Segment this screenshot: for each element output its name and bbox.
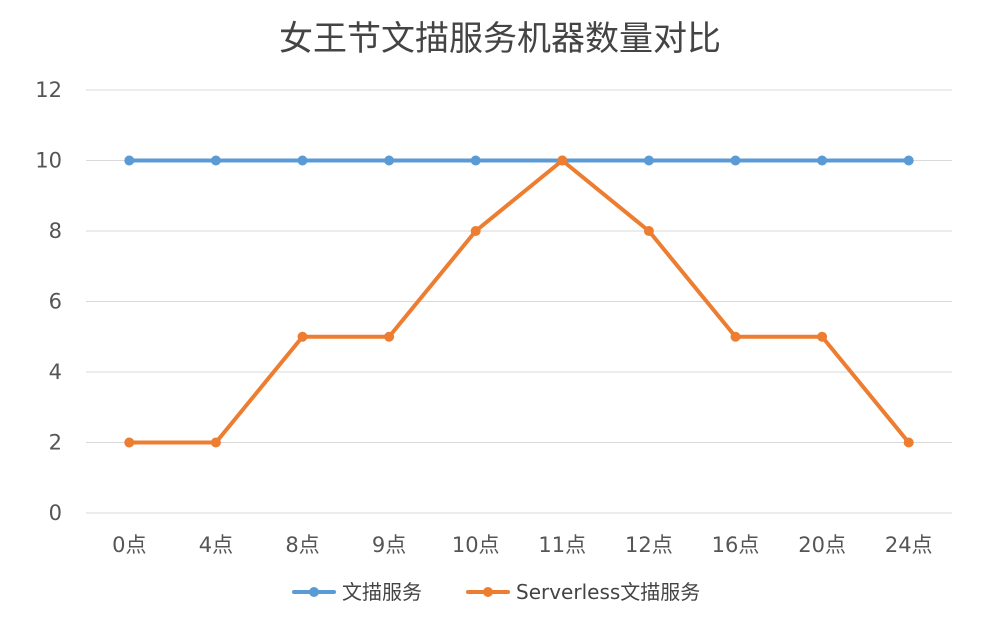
legend-label: 文描服务 [342,580,422,604]
y-tick-label: 12 [35,78,62,102]
data-point-series-2 [384,331,395,342]
y-tick-label: 4 [49,360,62,384]
data-point-series-2 [730,331,741,342]
data-point-series-2 [557,155,568,166]
data-point-series-1 [730,155,741,166]
x-tick-label: 8点 [285,533,319,557]
x-tick-label: 11点 [538,533,586,557]
x-tick-label: 12点 [625,533,673,557]
x-tick-label: 9点 [372,533,406,557]
x-tick-label: 10点 [452,533,500,557]
y-axis-ticks: 0 2 4 6 8 10 12 [35,78,62,525]
data-point-series-1 [470,155,481,166]
data-point-series-1 [643,155,654,166]
x-tick-label: 20点 [798,533,846,557]
legend-swatch-marker [309,587,319,597]
data-point-series-2 [817,331,828,342]
x-tick-label: 16点 [712,533,760,557]
data-point-series-2 [297,331,308,342]
x-tick-label: 24点 [885,533,933,557]
data-point-series-2 [470,226,481,236]
y-tick-label: 2 [49,431,62,455]
y-tick-label: 10 [35,149,62,173]
x-tick-label: 0点 [112,533,146,557]
data-point-series-1 [297,155,308,166]
data-point-series-2 [124,437,135,448]
chart-title: 女王节文描服务机器数量对比 [279,19,721,59]
y-tick-label: 8 [49,219,62,243]
data-point-series-1 [210,155,221,166]
y-tick-label: 6 [49,290,62,314]
data-point-series-1 [124,155,135,166]
legend-label: Serverless文描服务 [516,580,700,604]
data-point-series-1 [903,155,914,166]
data-point-series-1 [384,155,395,166]
x-tick-label: 4点 [199,533,233,557]
data-point-series-2 [903,437,914,448]
x-axis-ticks: 0点 4点 8点 9点 10点 11点 12点 16点 20点 24点 [112,533,932,557]
grid-lines [86,89,952,514]
data-point-series-2 [210,437,221,448]
y-tick-label: 0 [49,501,62,525]
legend-swatch-marker [483,587,493,597]
series-line-2 [127,158,911,445]
series-lines [124,155,914,448]
legend: 文描服务 Serverless文描服务 [292,580,700,604]
data-point-series-2 [643,226,654,236]
data-point-series-1 [817,155,828,166]
